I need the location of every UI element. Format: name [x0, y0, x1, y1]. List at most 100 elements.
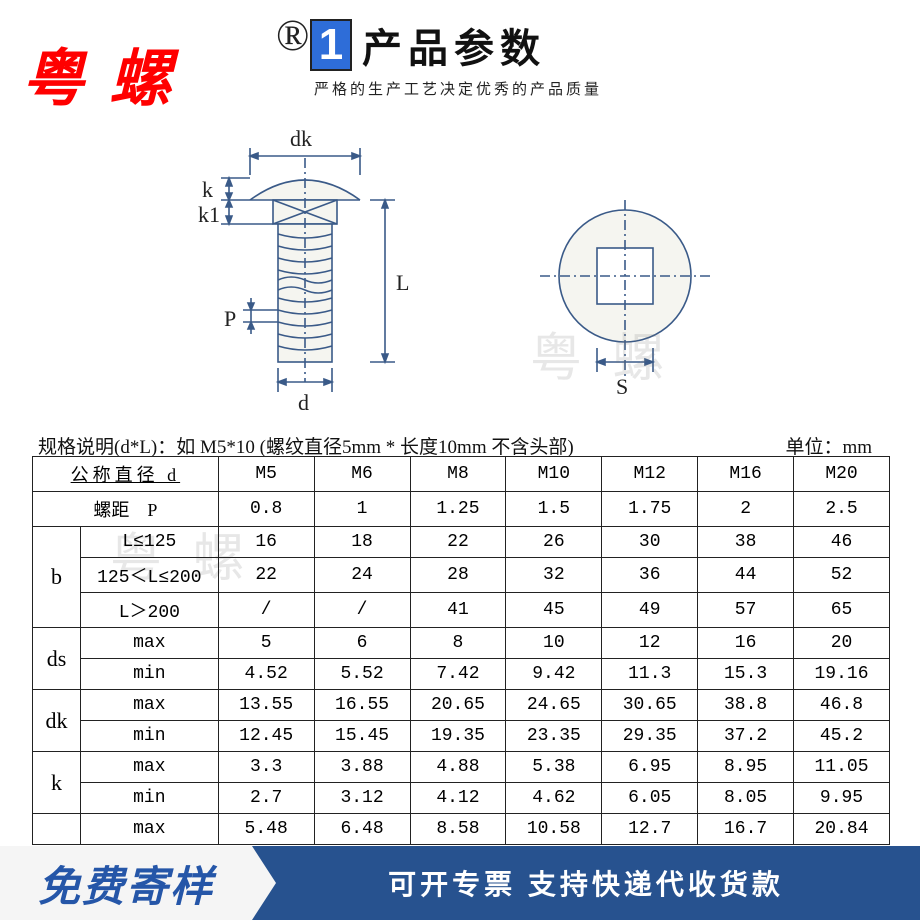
table-cell: 19.16	[794, 659, 890, 690]
table-cell: 46	[794, 527, 890, 558]
table-cell: 49	[602, 593, 698, 628]
table-cell: M12	[602, 457, 698, 492]
dim-k: k	[202, 177, 213, 203]
table-cell: 12.7	[602, 814, 698, 845]
table-cell: M6	[314, 457, 410, 492]
header: 粤 螺 ® 1 产品参数 严格的生产工艺决定优秀的产品质量	[0, 0, 920, 18]
table-cell: 125＜L≤200	[80, 558, 218, 593]
table-cell: 4.88	[410, 752, 506, 783]
table-cell: 26	[506, 527, 602, 558]
table-cell: 10	[506, 628, 602, 659]
table-cell: 24	[314, 558, 410, 593]
dim-dk: dk	[290, 126, 312, 152]
table-cell: 0.8	[218, 492, 314, 527]
table-cell: 12	[602, 628, 698, 659]
table-cell: 6.95	[602, 752, 698, 783]
section-number-badge: 1	[310, 19, 352, 71]
table-cell: 2.7	[218, 783, 314, 814]
table-cell: max	[80, 628, 218, 659]
table-cell: M8	[410, 457, 506, 492]
table-cell: min	[80, 783, 218, 814]
table-cell: 1.5	[506, 492, 602, 527]
table-cell: /	[314, 593, 410, 628]
table-cell: 5.52	[314, 659, 410, 690]
dim-S: S	[616, 374, 628, 400]
table-cell: /	[218, 593, 314, 628]
table-cell: 4.12	[410, 783, 506, 814]
table-cell: 16.55	[314, 690, 410, 721]
table-cell: dk	[33, 690, 81, 752]
table-cell: 52	[794, 558, 890, 593]
table-cell: 20.84	[794, 814, 890, 845]
subtitle: 严格的生产工艺决定优秀的产品质量	[314, 78, 602, 99]
table-cell: 11.3	[602, 659, 698, 690]
table-cell: L＞200	[80, 593, 218, 628]
table-cell: 螺距 P	[33, 492, 219, 527]
unit-note: 单位：mm	[785, 432, 872, 459]
table-cell: 6.48	[314, 814, 410, 845]
technical-diagram: dk k k1 P L d S 粤 螺 粤 螺	[0, 130, 920, 420]
table-cell: L≤125	[80, 527, 218, 558]
table-cell: 30.65	[602, 690, 698, 721]
footer-band: 免费寄样 可开专票 支持快递代收货款	[0, 846, 920, 920]
table-cell: 19.35	[410, 721, 506, 752]
table-cell: 45.2	[794, 721, 890, 752]
table-cell: max	[80, 752, 218, 783]
spec-table: 公称直径 dM5M6M8M10M12M16M20螺距 P0.811.251.51…	[32, 456, 890, 845]
table-cell: 7.42	[410, 659, 506, 690]
table-cell: 28	[410, 558, 506, 593]
registered-mark: ®	[276, 10, 309, 61]
table-cell: 65	[794, 593, 890, 628]
spec-note: 规格说明(d*L)：如 M5*10 (螺纹直径5mm * 长度10mm 不含头部…	[38, 432, 574, 459]
table-cell: 20.65	[410, 690, 506, 721]
screw-side-view-icon	[195, 130, 425, 410]
table-cell: 41	[410, 593, 506, 628]
table-cell: 5.48	[218, 814, 314, 845]
dim-L: L	[396, 270, 409, 296]
table-cell: 2	[698, 492, 794, 527]
table-cell: 11.05	[794, 752, 890, 783]
table-cell: 8.58	[410, 814, 506, 845]
table-cell: max	[80, 690, 218, 721]
title-row: 1 产品参数	[310, 16, 546, 74]
table-cell: min	[80, 721, 218, 752]
table-cell: 16	[698, 628, 794, 659]
table-cell: 4.52	[218, 659, 314, 690]
table-cell: 38	[698, 527, 794, 558]
table-cell: 16.7	[698, 814, 794, 845]
page-title: 产品参数	[362, 16, 546, 74]
table-cell: ds	[33, 628, 81, 690]
free-sample-label: 免费寄样	[0, 846, 252, 920]
table-cell: 23.35	[506, 721, 602, 752]
table-cell: k	[33, 752, 81, 814]
table-cell: 6	[314, 628, 410, 659]
table-cell: 18	[314, 527, 410, 558]
dim-P: P	[224, 306, 236, 332]
table-cell: M10	[506, 457, 602, 492]
table-cell: M5	[218, 457, 314, 492]
table-cell: 8.05	[698, 783, 794, 814]
table-cell: 37.2	[698, 721, 794, 752]
table-cell: 44	[698, 558, 794, 593]
table-cell: 36	[602, 558, 698, 593]
table-cell: 4.62	[506, 783, 602, 814]
screw-top-view-icon	[540, 200, 730, 400]
table-cell: 9.42	[506, 659, 602, 690]
table-cell: 6.05	[602, 783, 698, 814]
table-cell: 8.95	[698, 752, 794, 783]
table-cell: min	[80, 659, 218, 690]
table-cell: 9.95	[794, 783, 890, 814]
table-cell: M16	[698, 457, 794, 492]
table-cell: 22	[410, 527, 506, 558]
brand-logo: 粤 螺	[22, 28, 175, 118]
dim-k1: k1	[198, 202, 220, 228]
table-cell: 3.3	[218, 752, 314, 783]
table-cell: 30	[602, 527, 698, 558]
table-cell: 3.12	[314, 783, 410, 814]
table-cell: 29.35	[602, 721, 698, 752]
table-cell: 24.65	[506, 690, 602, 721]
table-cell: 10.58	[506, 814, 602, 845]
table-cell: 1.25	[410, 492, 506, 527]
table-cell: 13.55	[218, 690, 314, 721]
table-cell: 57	[698, 593, 794, 628]
